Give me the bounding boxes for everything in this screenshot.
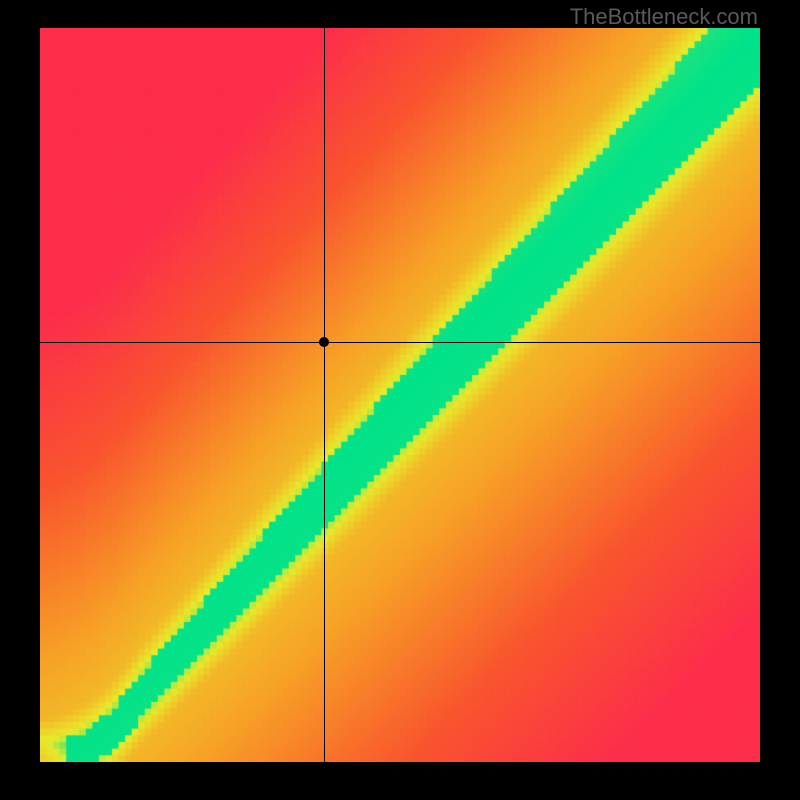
plot-area	[40, 28, 760, 762]
heatmap-canvas	[40, 28, 760, 762]
watermark-text: TheBottleneck.com	[570, 4, 758, 30]
crosshair-horizontal	[40, 342, 760, 343]
crosshair-vertical	[324, 28, 325, 762]
crosshair-marker	[319, 337, 329, 347]
